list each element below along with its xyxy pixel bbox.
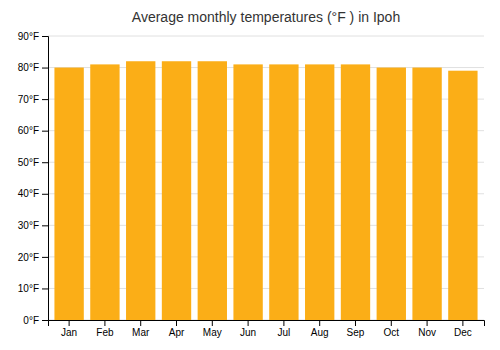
y-tick-mark (42, 131, 48, 132)
bar (448, 71, 477, 320)
y-tick: 10°F (18, 283, 48, 294)
bar (377, 68, 406, 320)
y-tick-label: 30°F (18, 220, 39, 231)
bar (90, 64, 119, 320)
x-tick-label: Aug (311, 327, 329, 338)
x-axis: Jan Feb Mar Apr May Jun Jul Aug Sep Oct Nov Dec (49, 320, 485, 338)
x-tick: Feb (96, 320, 114, 338)
y-tick-mark (42, 99, 48, 100)
y-tick-label: 20°F (18, 252, 39, 263)
bars (54, 61, 477, 320)
y-tick: 70°F (18, 94, 48, 105)
x-tick-label: Jul (277, 327, 290, 338)
y-tick-label: 10°F (18, 283, 39, 294)
x-tick: Aug (311, 320, 329, 338)
y-tick-label: 50°F (18, 157, 39, 168)
x-tick-mark (391, 320, 392, 326)
y-tick-mark (42, 225, 48, 226)
bar (198, 61, 227, 320)
x-tick: Jul (277, 320, 290, 338)
bar (162, 61, 191, 320)
x-tick-label: Jan (61, 327, 77, 338)
bar (233, 64, 262, 320)
x-tick: Apr (169, 320, 185, 338)
x-tick-mark (319, 320, 320, 326)
x-tick-label: Feb (96, 327, 114, 338)
x-tick-label: Nov (418, 327, 436, 338)
y-tick: 80°F (18, 62, 48, 73)
x-tick: Dec (454, 320, 472, 338)
x-tick-mark (140, 320, 141, 326)
chart: 0°F 10°F 20°F 30°F 40°F 50°F 60°F 70°F 80°F 90°F J… (0, 0, 500, 350)
x-tick: Mar (132, 320, 150, 338)
grid-line (48, 36, 484, 37)
x-tick-label: May (203, 327, 222, 338)
y-tick: 0°F (23, 315, 48, 326)
x-tick-label: Mar (132, 327, 150, 338)
y-tick-mark (42, 320, 48, 321)
x-tick-label: Sep (347, 327, 365, 338)
y-tick: 20°F (18, 252, 48, 263)
bar (412, 68, 441, 320)
x-tick: Sep (347, 320, 365, 338)
x-tick: Jan (61, 320, 77, 338)
y-tick-label: 40°F (18, 188, 39, 199)
x-tick-mark (248, 320, 249, 326)
y-tick: 90°F (18, 31, 48, 42)
plot: 0°F 10°F 20°F 30°F 40°F 50°F 60°F 70°F 80°F 90°F J… (18, 31, 485, 338)
bar (341, 64, 370, 320)
x-tick: Nov (418, 320, 436, 338)
x-tick: Jun (240, 320, 256, 338)
x-tick-mark (104, 320, 105, 326)
y-tick-label: 60°F (18, 125, 39, 136)
y-axis-line (42, 37, 49, 321)
x-tick-label: Dec (454, 327, 472, 338)
x-tick-label: Apr (169, 327, 185, 338)
bar (269, 64, 298, 320)
title: Average monthly temperatures (°F ) in Ip… (132, 9, 400, 25)
y-tick-label: 80°F (18, 62, 39, 73)
x-tick-mark (69, 320, 70, 326)
x-tick-mark (427, 320, 428, 326)
bar (305, 64, 334, 320)
x-tick-label: Jun (240, 327, 256, 338)
y-tick-label: 70°F (18, 94, 39, 105)
y-tick-mark (42, 68, 48, 69)
y-tick-label: 0°F (23, 315, 39, 326)
x-tick-label: Oct (384, 327, 400, 338)
y-tick-mark (42, 257, 48, 258)
y-tick-mark (42, 288, 48, 289)
bar (126, 61, 155, 320)
y-tick-mark (42, 36, 48, 37)
y-tick: 30°F (18, 220, 48, 231)
x-tick: May (203, 320, 222, 338)
x-tick-mark (355, 320, 356, 326)
grid (48, 36, 484, 320)
x-tick-mark (283, 320, 284, 326)
bar (54, 68, 83, 320)
y-tick-mark (42, 162, 48, 163)
y-axis: 0°F 10°F 20°F 30°F 40°F 50°F 60°F 70°F 80°F 90°F (18, 31, 49, 326)
y-tick-label: 90°F (18, 31, 39, 42)
x-tick-mark (462, 320, 463, 326)
y-tick-mark (42, 194, 48, 195)
x-tick-mark (176, 320, 177, 326)
y-tick: 40°F (18, 188, 48, 199)
x-axis-line (49, 321, 485, 327)
y-tick: 50°F (18, 157, 48, 168)
y-tick: 60°F (18, 125, 48, 136)
x-tick-mark (212, 320, 213, 326)
x-tick: Oct (384, 320, 400, 338)
